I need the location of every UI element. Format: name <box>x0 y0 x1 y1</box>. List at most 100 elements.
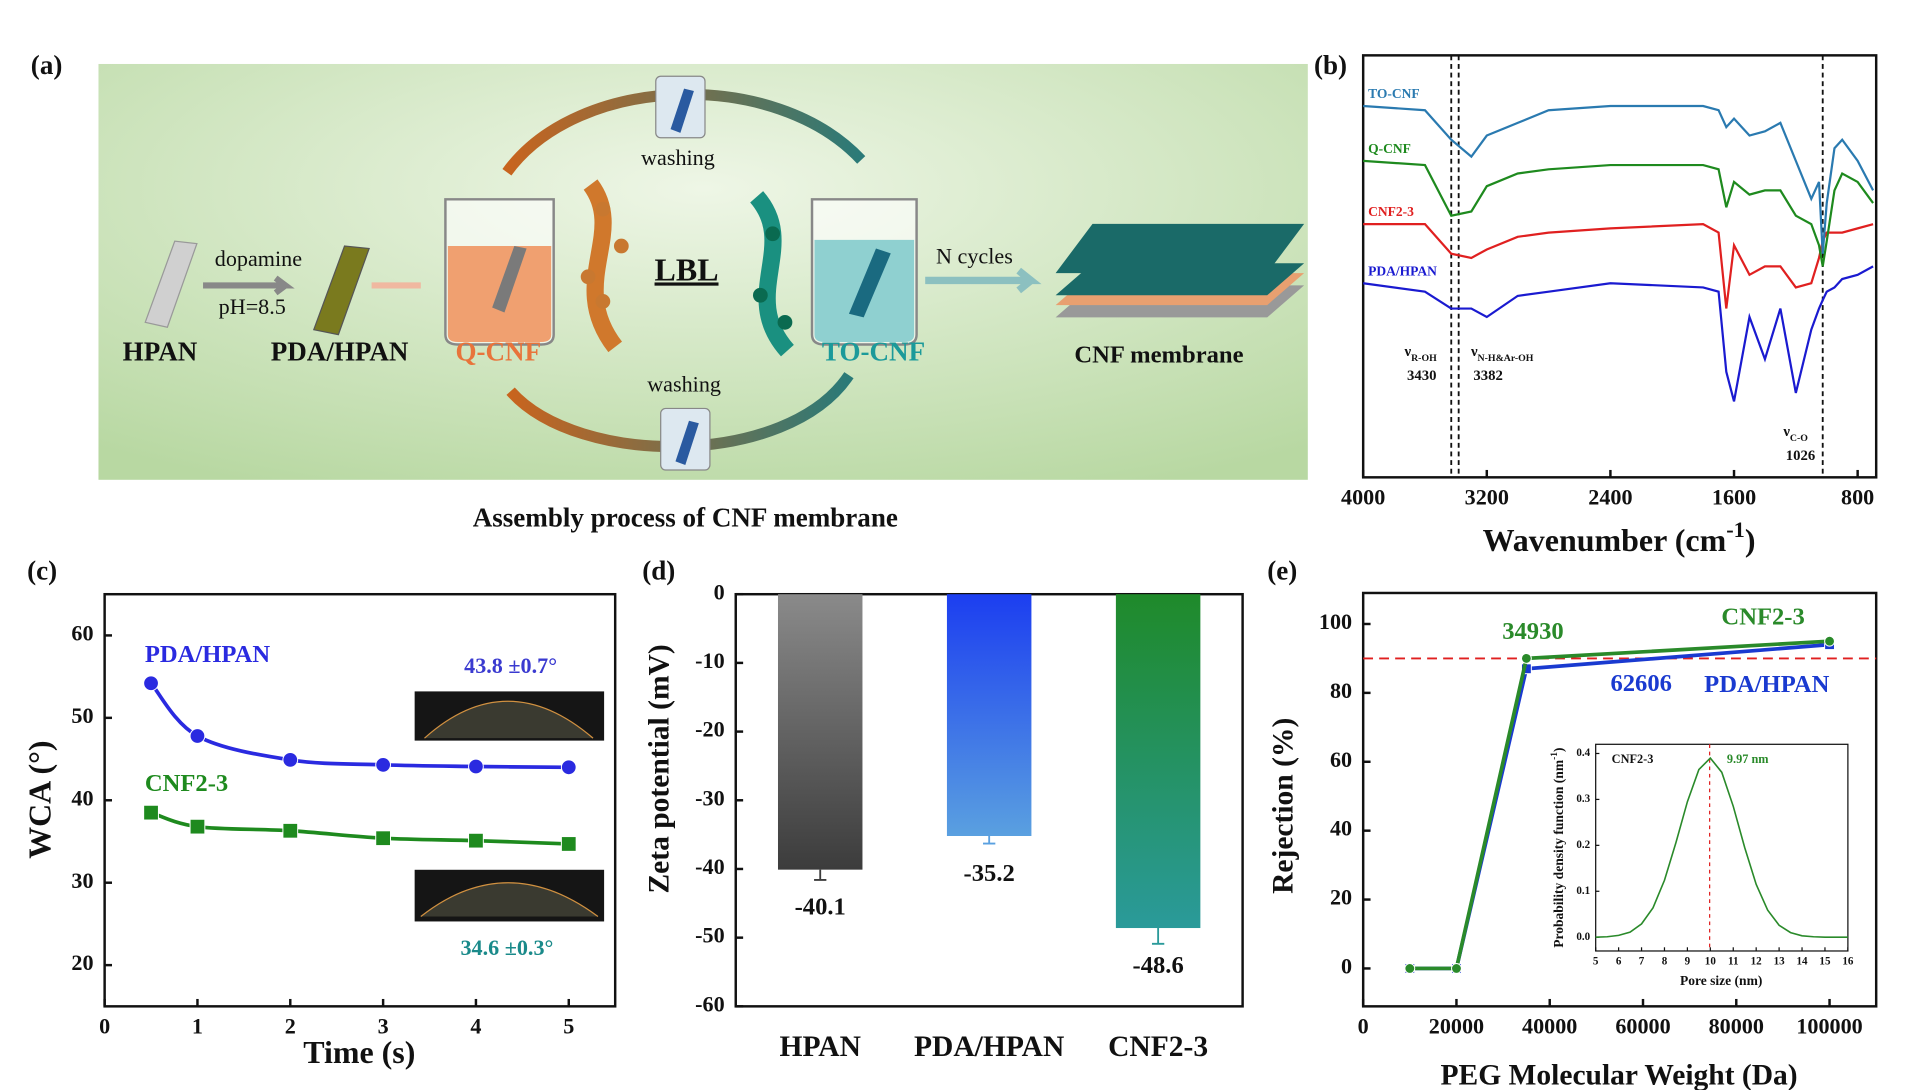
y-tick-label: 100 <box>1319 609 1352 634</box>
x-axis-label-part: ) <box>1745 523 1756 558</box>
x-tick-label: 11 <box>1728 956 1738 968</box>
marker <box>1451 963 1462 974</box>
x-tick-label: 800 <box>1841 485 1874 510</box>
plot-frame <box>1361 54 1878 479</box>
y-tick-label: 0.2 <box>1576 839 1590 851</box>
x-tick-label: 0 <box>99 1014 110 1039</box>
x-tick-label: 20000 <box>1429 1014 1484 1039</box>
diagram: (a) HPAN PDA/HPAN Q-CNF TO-CNF CNF membr… <box>31 50 1308 533</box>
marker <box>143 675 159 692</box>
sheet <box>492 246 527 313</box>
x-tick-label: 1 <box>192 1014 203 1039</box>
x-tick-label: 3 <box>378 1014 389 1039</box>
x-tick-label: 9 <box>1685 956 1691 968</box>
y-tick-label: 60 <box>71 621 93 646</box>
droplet <box>424 700 594 739</box>
x-tick-label: 60000 <box>1615 1014 1670 1039</box>
plot-frame <box>1595 743 1849 952</box>
x-axis-label-part: Wavenumber (cm <box>1483 523 1727 558</box>
fiber <box>749 191 795 357</box>
y-axis-label-part: ) <box>1551 748 1567 753</box>
y-tick-label: -40 <box>695 854 725 879</box>
particle <box>595 294 611 309</box>
value-label: -35.2 <box>964 860 1015 887</box>
error-bar <box>983 835 996 845</box>
y-tick-label: 60 <box>1330 747 1352 772</box>
error-bar <box>814 869 827 881</box>
band-value: 3382 <box>1473 368 1503 384</box>
washing-label: washing <box>641 145 715 170</box>
marker <box>375 830 391 847</box>
x-tick-label: 5 <box>563 1014 574 1039</box>
x-tick-label: 7 <box>1639 956 1645 968</box>
y-axis-label: Zeta potential (mV) <box>644 644 676 893</box>
band-symbol: ν <box>1782 424 1790 440</box>
marker <box>189 818 206 835</box>
x-tick-label: 6 <box>1616 956 1622 968</box>
band-sub: C-O <box>1790 433 1808 444</box>
y-tick-label: 80 <box>1330 678 1352 703</box>
series-label: Q-CNF <box>1368 141 1411 156</box>
x-tick-label: 4000 <box>1341 485 1385 510</box>
x-axis-label: PEG Molecular Weight (Da) <box>1440 1059 1797 1090</box>
marker <box>468 758 484 775</box>
particle <box>752 287 768 303</box>
line <box>150 810 569 846</box>
plot-frame <box>1361 591 1878 1008</box>
y-tick-label: 20 <box>1330 885 1352 910</box>
y-tick-label: 0 <box>1341 954 1352 979</box>
y-tick-label: 20 <box>71 950 93 975</box>
y-tick-label: 50 <box>71 703 93 728</box>
line <box>1363 159 1874 267</box>
sheet <box>670 88 694 133</box>
band-label: νR-OH <box>1404 344 1438 363</box>
y-axis-label-sup: -1 <box>1550 752 1560 760</box>
y-tick-label: 30 <box>71 868 93 893</box>
annotation: 43.8 ±0.7° <box>464 653 557 678</box>
reagent: dopamine <box>215 246 302 271</box>
y-tick-label: 0 <box>714 579 725 604</box>
y-tick-label: 0.4 <box>1576 747 1590 759</box>
line <box>1409 639 1830 971</box>
y-tick-label: 0.3 <box>1576 793 1590 805</box>
panel-label: (b) <box>1314 50 1347 80</box>
step-label: PDA/HPAN <box>271 337 409 367</box>
y-axis-label: Probability density function (nm-1) <box>1550 748 1567 948</box>
y-tick-label: -60 <box>695 991 725 1016</box>
x-tick-label: 1600 <box>1712 485 1756 510</box>
hpan-sheet <box>144 240 198 328</box>
mwco-label: 62606 <box>1610 670 1671 697</box>
band-symbol: ν <box>1404 344 1412 360</box>
marker <box>1404 963 1416 974</box>
band-label: νN-H&Ar-OH <box>1470 344 1534 363</box>
x-tick-label: 2 <box>285 1014 296 1039</box>
y-tick-label: -20 <box>695 717 725 742</box>
arrow <box>925 267 1042 294</box>
panel-label: (d) <box>642 555 675 585</box>
marker <box>560 836 577 852</box>
x-tick-label: 2400 <box>1588 485 1632 510</box>
step-label: TO-CNF <box>822 337 925 367</box>
marker <box>189 728 206 744</box>
x-tick-label: 80000 <box>1709 1014 1764 1039</box>
wca-insets <box>414 691 605 922</box>
band-label: νC-O <box>1782 424 1808 443</box>
particle <box>777 314 793 330</box>
line <box>1363 265 1874 402</box>
particle <box>613 238 629 254</box>
marker <box>1824 635 1835 647</box>
sheet <box>848 248 891 318</box>
x-tick-label: 14 <box>1797 956 1809 968</box>
marker <box>375 756 391 773</box>
value-label: -48.6 <box>1133 952 1184 979</box>
series-label: PDA/HPAN <box>145 641 270 668</box>
pda-sheet <box>312 245 370 336</box>
x-axis-label: Wavenumber (cm-1) <box>1483 516 1756 558</box>
x-axis-label: Time (s) <box>303 1035 415 1070</box>
bar <box>777 594 863 870</box>
marker <box>1520 653 1532 664</box>
x-tick-label: HPAN <box>780 1031 861 1063</box>
x-tick-label: 5 <box>1593 956 1599 968</box>
y-axis-label-part: Probability density function (nm <box>1551 759 1567 948</box>
